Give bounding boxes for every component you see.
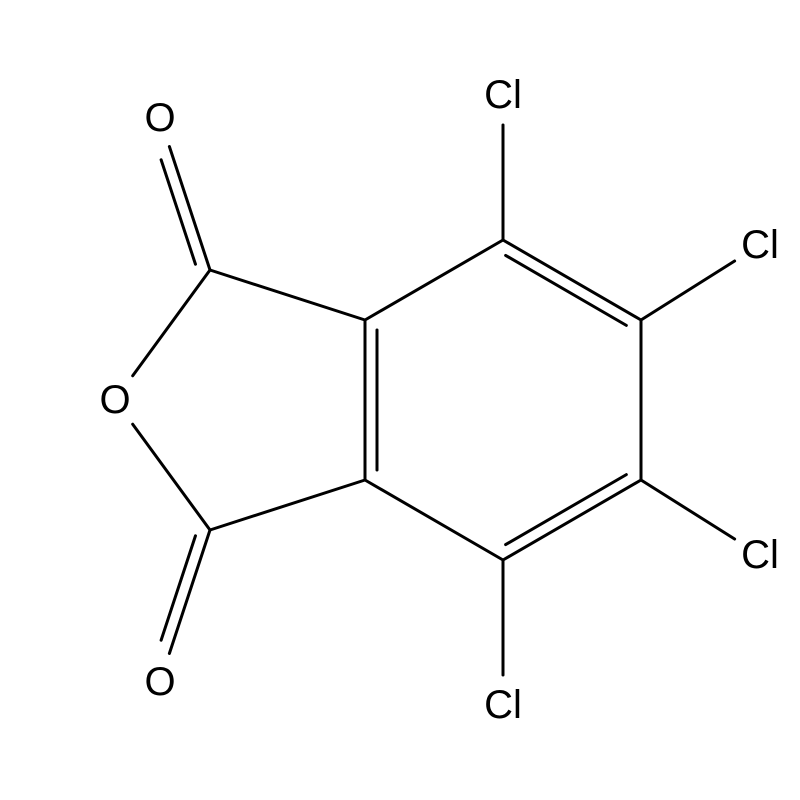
atom-label-O_bot: O [144,660,175,704]
bond-C1_top-Cb_top [210,270,365,320]
bond-Cb_top-Cc_top [365,240,503,320]
bond-O_ring-C1_bot [133,424,210,530]
atom-label-Cl_top: Cl [484,73,522,117]
bond-C1_top-O_top-1 [169,146,210,270]
bond-Cd_bot-Cl_br [641,480,735,539]
bond-Cd_top-Cl_tr [641,261,735,320]
atom-label-Cl_br: Cl [741,533,779,577]
bond-Cb_bot-Cc_bot [365,480,503,560]
bond-Cc_bot-Cd_bot-2 [506,475,627,545]
atom-label-O_ring: O [99,378,130,422]
bond-Cc_top-Cd_top-2 [506,255,627,325]
bond-Cc_top-Cd_top-1 [503,240,641,320]
atom-label-O_top: O [144,96,175,140]
bond-C1_bot-Cb_bot [210,480,365,530]
atom-label-Cl_bot: Cl [484,683,522,727]
bond-O_ring-C1_top [133,270,210,376]
molecule-diagram: O O O Cl Cl Cl Cl [0,0,800,800]
bond-C1_bot-O_bot-1 [169,530,210,654]
bond-Cc_bot-Cd_bot-1 [503,480,641,560]
atom-label-Cl_tr: Cl [741,223,779,267]
